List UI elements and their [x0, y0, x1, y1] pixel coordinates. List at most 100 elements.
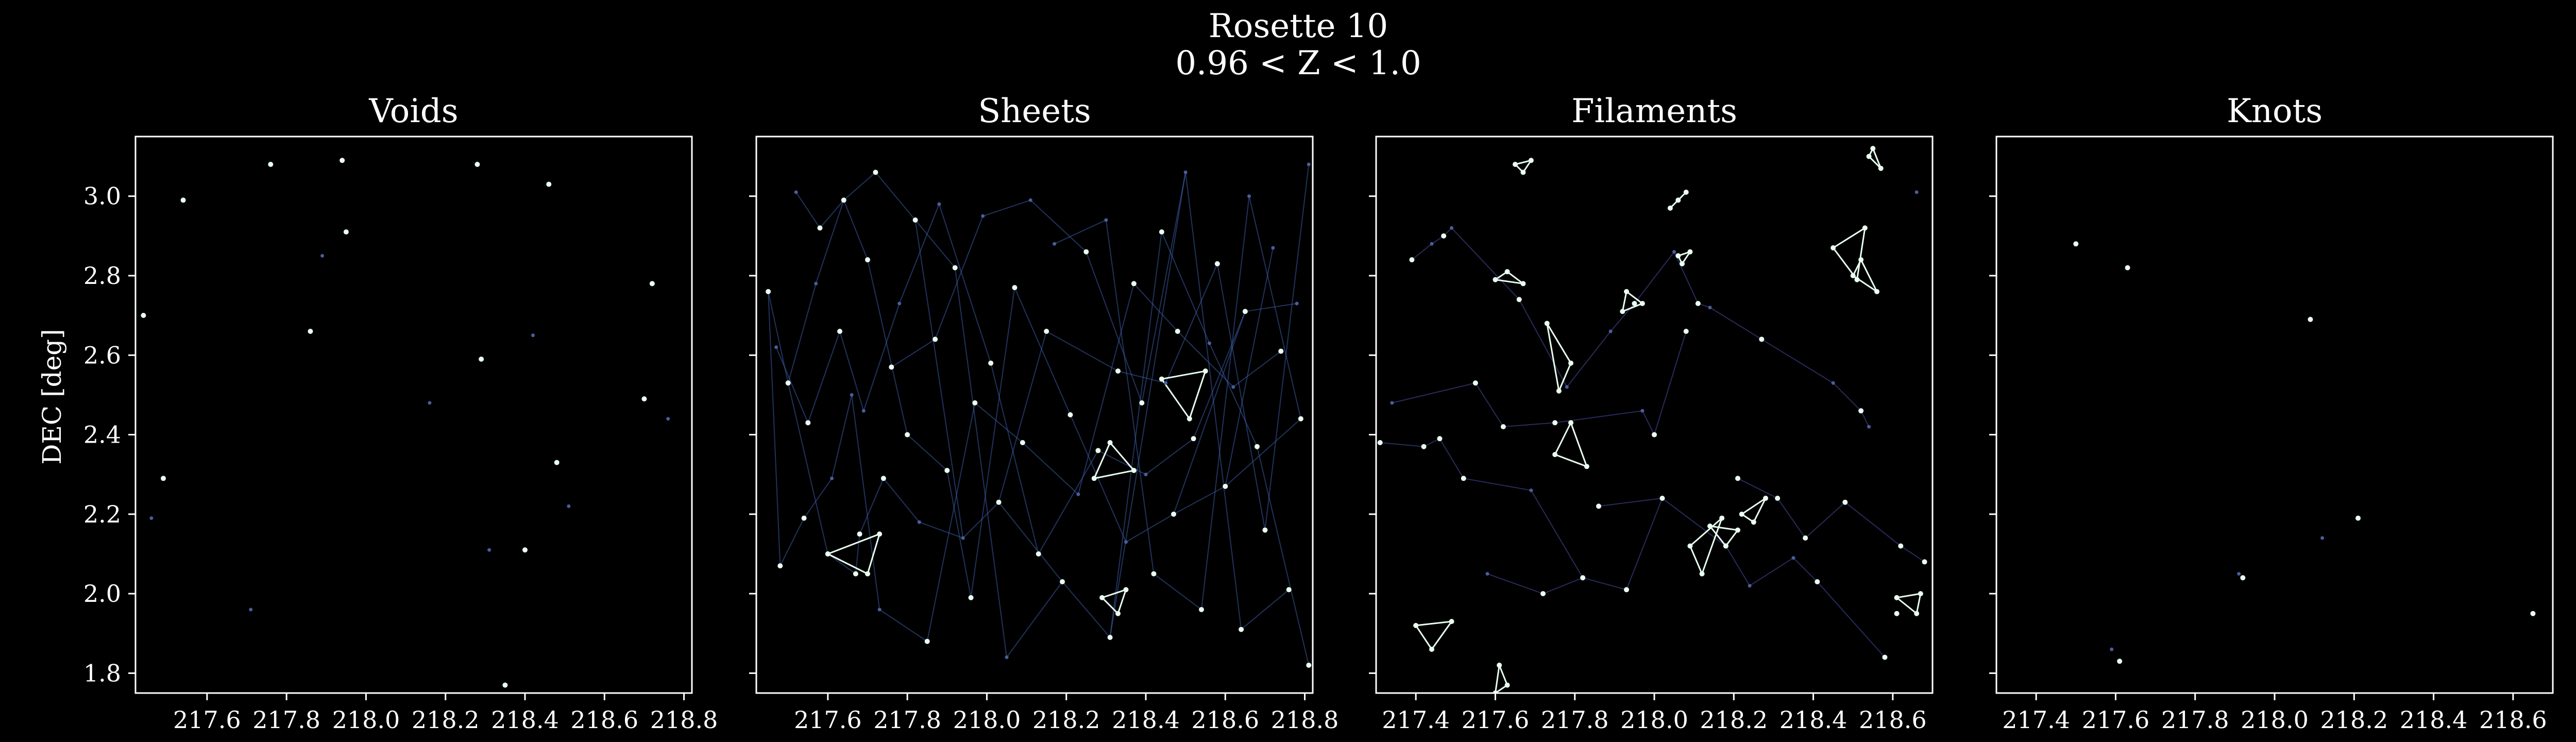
triangle: [1868, 146, 1882, 169]
data-point: [1914, 190, 1919, 194]
data-point: [502, 682, 508, 688]
triangle: [1554, 420, 1588, 468]
x-tick-label: 218.6: [2479, 706, 2547, 734]
network-edge: [1038, 450, 1099, 554]
panel-title: Filaments: [1571, 92, 1737, 130]
data-point: [428, 401, 432, 405]
data-point: [666, 417, 670, 421]
triangle-vertex: [1528, 158, 1534, 163]
data-point: [1894, 611, 1900, 616]
network-edge: [831, 395, 853, 479]
panel-title: Voids: [368, 92, 458, 130]
data-point: [1596, 503, 1601, 509]
network-edge: [1641, 410, 1655, 435]
data-point: [830, 476, 834, 480]
data-point: [777, 563, 783, 569]
network-edge: [946, 470, 972, 598]
data-point: [1708, 306, 1712, 310]
network-edge: [1014, 287, 1071, 415]
data-point: [1430, 242, 1434, 246]
network-edge: [1225, 418, 1301, 487]
triangle-vertex: [1123, 587, 1129, 593]
data-point: [1485, 572, 1489, 576]
x-tick-label: 218.2: [1032, 706, 1100, 734]
axes-frame: [134, 136, 693, 694]
triangle-vertex: [1687, 249, 1693, 255]
network-edge: [1805, 501, 1845, 538]
triangle-vertex: [1091, 476, 1097, 481]
triangle-vertex: [1504, 682, 1510, 688]
network-edge: [859, 478, 884, 534]
triangle: [1832, 226, 1866, 282]
data-point: [857, 531, 862, 537]
x-tick-label: 218.8: [650, 706, 718, 734]
data-point: [2110, 647, 2114, 651]
data-point: [249, 608, 253, 612]
y-axis-label: DEC [deg]: [37, 329, 67, 464]
data-point: [1139, 400, 1145, 406]
network-edge: [1077, 283, 1134, 495]
network-edge: [1257, 446, 1310, 666]
data-point: [801, 515, 807, 521]
triangle-vertex: [1874, 289, 1879, 294]
network-edge: [1761, 339, 1834, 384]
triangle-vertex: [1639, 301, 1645, 306]
data-point: [905, 432, 910, 437]
data-point: [1580, 575, 1586, 581]
panel-filaments: Filaments 217.4 217.6 217.8 218.0 218.2 218.4 2…: [1369, 92, 1934, 734]
data-point: [1640, 409, 1645, 413]
triangle: [826, 532, 881, 575]
data-point: [1067, 412, 1073, 417]
data-point: [1565, 385, 1569, 389]
data-point: [794, 190, 798, 194]
triangle-vertex: [1683, 190, 1689, 195]
network-edge: [1582, 577, 1627, 591]
triangle-vertex: [1449, 619, 1454, 625]
x-tick-label: 218.6: [1191, 706, 1259, 734]
data-point: [1124, 540, 1128, 544]
data-point: [522, 547, 528, 553]
data-point: [850, 393, 854, 397]
data-point: [814, 281, 818, 285]
network-edge: [1833, 382, 1861, 411]
figure-title-line2: 0.96 < Z < 1.0: [1175, 44, 1421, 82]
triangle-vertex: [1556, 388, 1562, 394]
data-point: [1659, 496, 1665, 501]
network-edge: [787, 383, 828, 554]
network-edge: [1062, 581, 1111, 638]
network-edge: [1737, 478, 1778, 499]
data-point: [2308, 316, 2313, 322]
data-point: [343, 229, 349, 235]
network-edge: [938, 204, 992, 364]
x-tick-label: 218.8: [1271, 706, 1339, 734]
x-tick-label: 217.8: [2161, 706, 2229, 734]
network-edge: [1097, 450, 1146, 475]
triangle-vertex: [1870, 146, 1876, 151]
network-edge: [1109, 232, 1162, 638]
triangle: [1852, 258, 1879, 294]
data-point: [1183, 170, 1188, 174]
data-point: [981, 214, 985, 218]
data-point: [1652, 432, 1657, 437]
data-point: [1735, 476, 1740, 481]
network-edge: [1463, 478, 1532, 491]
network-edge: [779, 518, 805, 566]
x-tick-label: 218.2: [412, 706, 480, 734]
y-tick-label: 2.6: [83, 341, 121, 369]
triangle-vertex: [1735, 527, 1740, 533]
network-edge: [775, 347, 809, 423]
data-point: [1552, 420, 1558, 426]
data-point: [2240, 575, 2246, 581]
triangle-vertex: [1429, 647, 1434, 652]
data-point: [474, 162, 480, 167]
data-point: [1028, 198, 1032, 202]
figure-title-line1: Rosette 10: [1209, 7, 1388, 45]
network-edge: [1133, 283, 1178, 332]
triangle-vertex: [1866, 154, 1872, 159]
data-point: [531, 333, 535, 338]
network-edge: [1530, 490, 1584, 578]
triangle-vertex: [1751, 519, 1756, 525]
data-point: [1295, 301, 1299, 306]
data-point: [1175, 329, 1180, 334]
